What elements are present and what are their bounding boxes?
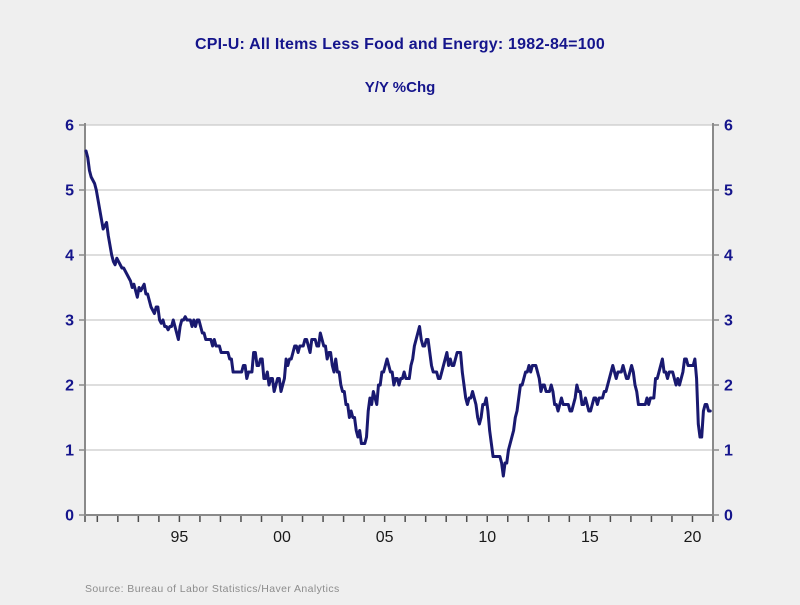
- xtick-label-05: 05: [376, 529, 394, 546]
- xtick-label-10: 10: [478, 529, 496, 546]
- ytick-label-left-4: 4: [65, 248, 74, 265]
- ytick-label-left-0: 0: [65, 508, 74, 525]
- ytick-label-left-2: 2: [65, 378, 74, 395]
- cpi-core-line: [84, 149, 712, 478]
- ytick-label-right-1: 1: [724, 443, 733, 460]
- ytick-label-right-6: 6: [724, 118, 733, 135]
- ytick-label-left-5: 5: [65, 183, 74, 200]
- xtick-label-20: 20: [684, 529, 702, 546]
- ytick-label-right-4: 4: [724, 248, 733, 265]
- chart-title: CPI-U: All Items Less Food and Energy: 1…: [195, 36, 605, 53]
- ytick-label-left-6: 6: [65, 118, 74, 135]
- ytick-label-right-0: 0: [724, 508, 733, 525]
- xtick-label-15: 15: [581, 529, 599, 546]
- ytick-label-right-3: 3: [724, 313, 733, 330]
- ytick-label-left-1: 1: [65, 443, 74, 460]
- xtick-label-00: 00: [273, 529, 291, 546]
- chart-subtitle: Y/Y %Chg: [364, 79, 436, 96]
- ytick-label-right-5: 5: [724, 183, 733, 200]
- ytick-label-left-3: 3: [65, 313, 74, 330]
- ytick-label-right-2: 2: [724, 378, 733, 395]
- xtick-label-95: 95: [171, 529, 189, 546]
- source-note: Source: Bureau of Labor Statistics/Haver…: [85, 583, 340, 595]
